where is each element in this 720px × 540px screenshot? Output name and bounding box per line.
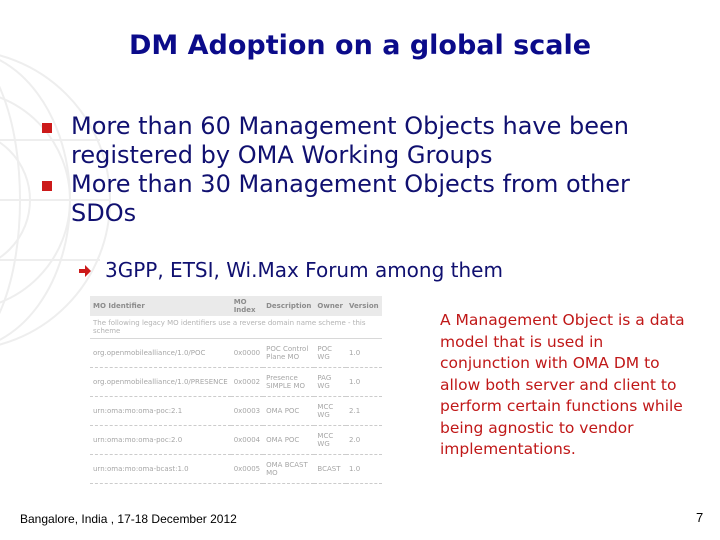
table-cell: 2.0 — [346, 425, 382, 455]
bullet-text: More than 30 Management Objects from oth… — [71, 170, 630, 227]
sub-bullet: 3GPP, ETSI, Wi.Max Forum among them — [78, 258, 503, 282]
red-square-icon — [42, 181, 52, 191]
table-cell: org.openmobilealliance/1.0/PRESENCE — [90, 367, 231, 397]
table-header-row: MO Identifier MO Index Description Owner… — [90, 296, 382, 316]
table-cell: 1.0 — [346, 454, 382, 484]
table-cell: 1.0 — [346, 367, 382, 397]
table-cell: 2.1 — [346, 396, 382, 426]
col-header: Description — [263, 296, 315, 316]
table-row: org.openmobilealliance/1.0/POC 0x0000 PO… — [90, 338, 382, 368]
col-header: MO Identifier — [90, 296, 231, 316]
table-note-row: The following legacy MO identifiers use … — [90, 316, 382, 339]
table-cell: BCAST — [314, 454, 347, 484]
slide-title: DM Adoption on a global scale — [128, 30, 592, 61]
table-cell: OMA POC — [263, 425, 315, 455]
mo-definition-callout: A Management Object is a data model that… — [440, 311, 685, 458]
table-cell: urn:oma:mo:oma-poc:2.1 — [90, 396, 231, 426]
table-note: The following legacy MO identifiers use … — [90, 316, 382, 339]
table-row: urn:oma:mo:oma-bcast:1.0 0x0005 OMA BCAS… — [90, 454, 382, 484]
table-cell: 0x0000 — [230, 338, 264, 368]
bullet-text: More than 60 Management Objects have bee… — [71, 112, 629, 169]
table-cell: PAG WG — [314, 367, 347, 397]
table-cell: urn:oma:mo:oma-bcast:1.0 — [90, 454, 231, 484]
table-cell: 0x0005 — [230, 454, 264, 484]
bullet-list: More than 60 Management Objects have bee… — [40, 112, 680, 228]
bullet-item: More than 30 Management Objects from oth… — [40, 170, 680, 228]
table-cell: MCC WG — [314, 396, 347, 426]
table-cell: POC WG — [314, 338, 347, 368]
table-row: urn:oma:mo:oma-poc:2.1 0x0003 OMA POC MC… — [90, 396, 382, 426]
table-cell: OMA BCAST MO — [263, 454, 315, 484]
table-cell: 0x0004 — [230, 425, 264, 455]
table-cell: 0x0003 — [230, 396, 264, 426]
table-cell: Presence SIMPLE MO — [263, 367, 315, 397]
table-cell: 0x0002 — [230, 367, 264, 397]
footer-location-date: Bangalore, India , 17-18 December 2012 — [20, 512, 237, 526]
table-row: org.openmobilealliance/1.0/PRESENCE 0x00… — [90, 367, 382, 397]
col-header: Version — [346, 296, 382, 316]
bullet-item: More than 60 Management Objects have bee… — [40, 112, 680, 170]
table-cell: MCC WG — [314, 425, 347, 455]
page-number: 7 — [696, 510, 704, 525]
red-square-icon — [42, 123, 52, 133]
col-header: Owner — [314, 296, 347, 316]
red-arrow-icon — [79, 265, 91, 277]
table-cell: urn:oma:mo:oma-poc:2.0 — [90, 425, 231, 455]
table-row: urn:oma:mo:oma-poc:2.0 0x0004 OMA POC MC… — [90, 425, 382, 455]
table-cell: OMA POC — [263, 396, 315, 426]
table-cell: org.openmobilealliance/1.0/POC — [90, 338, 231, 368]
table-cell: 1.0 — [346, 338, 382, 368]
table-cell: POC Control Plane MO — [263, 338, 315, 368]
sub-bullet-text: 3GPP, ETSI, Wi.Max Forum among them — [105, 258, 503, 282]
col-header: MO Index — [230, 296, 264, 316]
mo-registry-table: MO Identifier MO Index Description Owner… — [90, 296, 382, 488]
